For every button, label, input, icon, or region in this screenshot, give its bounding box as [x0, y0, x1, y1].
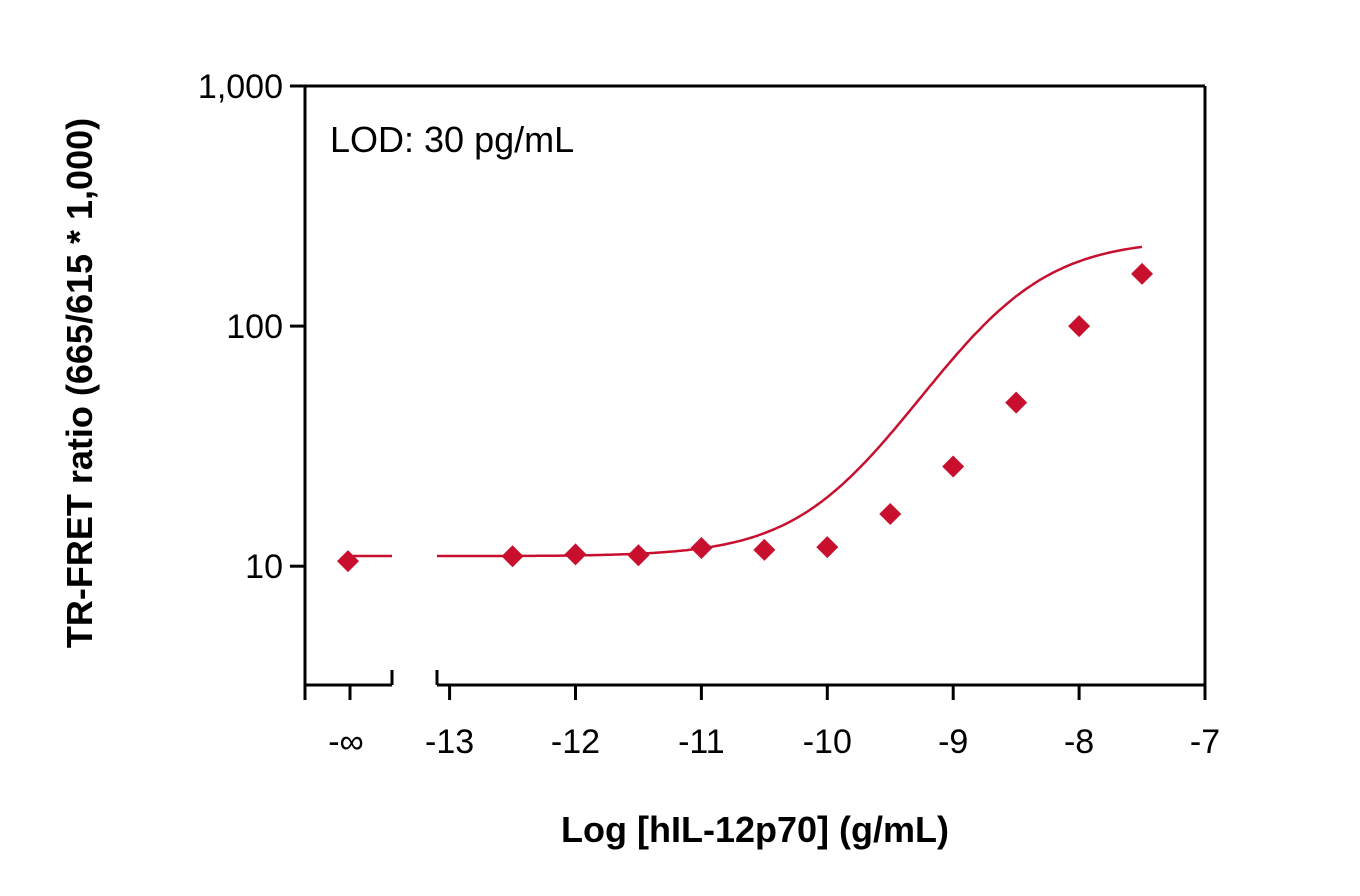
- x-axis-title: Log [hIL-12p70] (g/mL): [561, 809, 949, 850]
- data-point-blank: [337, 550, 359, 573]
- data-point: [501, 545, 524, 568]
- data-point: [690, 537, 713, 560]
- fit-curve-line: [512, 245, 1143, 558]
- fit-curve: [350, 245, 1143, 558]
- x-tick-label: -11: [678, 723, 725, 761]
- data-points: [337, 262, 1154, 573]
- x-tick-label: -13: [425, 723, 474, 761]
- y-tick-label: 1,000: [198, 68, 283, 106]
- x-tick-label: -9: [938, 723, 968, 761]
- data-point: [1005, 391, 1028, 414]
- data-point: [564, 543, 587, 566]
- y-axis-title: TR-FRET ratio (665/615 * 1,000): [59, 118, 100, 648]
- y-tick-label: 10: [245, 548, 283, 586]
- data-point: [942, 455, 965, 478]
- data-point: [879, 502, 902, 525]
- y-tick-label: 100: [226, 308, 283, 346]
- data-point: [627, 544, 650, 567]
- lod-annotation: LOD: 30 pg/mL: [330, 119, 574, 160]
- data-point: [816, 536, 839, 559]
- data-point: [753, 538, 776, 561]
- data-point: [1068, 315, 1091, 338]
- data-point: [1131, 262, 1154, 285]
- x-tick-label: -8: [1064, 723, 1094, 761]
- x-tick-label: -12: [551, 723, 600, 761]
- plot-frame: [303, 84, 1207, 687]
- x-axis: -13 -12 -11 -10 -9 -8 -7 -∞: [303, 685, 1220, 761]
- x-tick-label: -10: [803, 723, 852, 761]
- x-tick-label-neg-infinity: -∞: [328, 723, 364, 761]
- x-tick-label: -7: [1190, 723, 1220, 761]
- y-axis: 1,000 100 10: [198, 68, 305, 586]
